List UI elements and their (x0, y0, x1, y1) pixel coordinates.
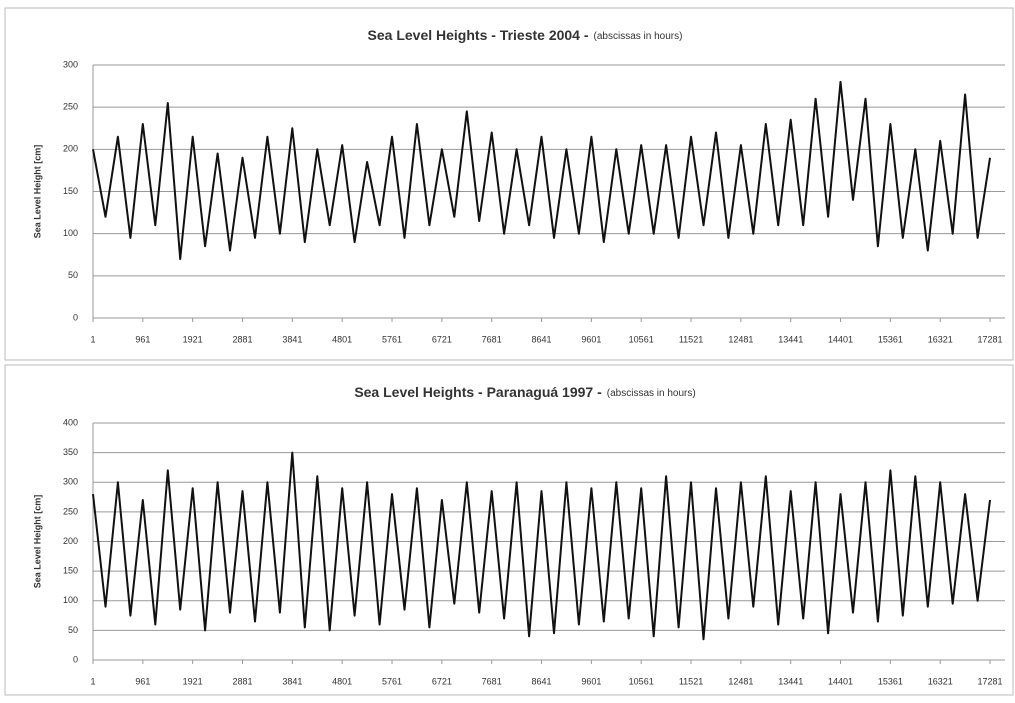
series-line (92, 451, 991, 641)
subtitle-text: (abscissas in hours) (594, 31, 683, 42)
y-tick-label: 300 (63, 477, 78, 487)
x-tick-label: 12481 (728, 676, 753, 686)
y-tick-label: 400 (63, 417, 78, 427)
x-tick-label: 10561 (629, 676, 654, 686)
x-tick-label: 12481 (728, 334, 753, 344)
y-tick-label: 200 (63, 144, 78, 154)
x-tick-label: 8641 (532, 676, 552, 686)
y-tick-label: 200 (63, 536, 78, 546)
title-text: Sea Level Heights - Trieste 2004 - (368, 27, 589, 43)
x-tick-label: 15361 (878, 334, 903, 344)
x-tick-label: 3841 (282, 334, 302, 344)
series-line (92, 80, 991, 260)
y-axis-label: Sea Level Height [cm] (32, 495, 42, 589)
x-tick-label: 1 (90, 676, 95, 686)
y-tick-label: 0 (73, 654, 78, 664)
x-tick-label: 14401 (828, 676, 853, 686)
x-tick-label: 9601 (581, 676, 601, 686)
x-tick-label: 9601 (581, 334, 601, 344)
x-tick-label: 11521 (679, 676, 703, 686)
x-tick-label: 7681 (482, 334, 502, 344)
x-tick-label: 15361 (878, 676, 903, 686)
y-tick-label: 250 (63, 506, 78, 516)
x-tick-label: 6721 (432, 334, 452, 344)
title-text: Sea Level Heights - Paranaguá 1997 - (354, 384, 602, 400)
y-axis-label: Sea Level Height [cm] (32, 145, 42, 239)
y-tick-label: 100 (63, 595, 78, 605)
chart-title: Sea Level Heights - Trieste 2004 - (absci… (368, 27, 683, 43)
x-tick-label: 14401 (828, 334, 853, 344)
y-tick-label: 150 (63, 186, 78, 196)
x-tick-label: 5761 (382, 334, 402, 344)
x-tick-label: 2881 (232, 334, 252, 344)
x-tick-label: 10561 (629, 334, 654, 344)
x-tick-label: 7681 (482, 676, 502, 686)
panel-frame (4, 7, 1014, 361)
x-tick-label: 13441 (778, 334, 803, 344)
x-tick-label: 4801 (332, 676, 352, 686)
x-tick-label: 3841 (282, 676, 302, 686)
x-tick-label: 961 (135, 676, 150, 686)
y-tick-label: 0 (73, 312, 78, 322)
x-tick-label: 961 (135, 334, 150, 344)
y-tick-label: 50 (68, 270, 78, 280)
chart-title: Sea Level Heights - Paranaguá 1997 - (abs… (354, 384, 695, 400)
x-tick-label: 13441 (778, 676, 803, 686)
y-tick-label: 300 (63, 59, 78, 69)
y-tick-label: 250 (63, 102, 78, 112)
y-tick-label: 350 (63, 447, 78, 457)
x-tick-label: 16321 (928, 334, 953, 344)
y-tick-label: 100 (63, 228, 78, 238)
x-tick-label: 6721 (432, 676, 452, 686)
x-tick-label: 1 (90, 334, 95, 344)
x-tick-label: 1921 (183, 334, 203, 344)
x-tick-label: 2881 (232, 676, 252, 686)
subtitle-text: (abscissas in hours) (607, 388, 696, 399)
x-tick-label: 11521 (679, 334, 703, 344)
x-tick-label: 17281 (978, 676, 1003, 686)
x-tick-label: 1921 (183, 676, 203, 686)
x-tick-label: 8641 (532, 334, 552, 344)
x-tick-label: 5761 (382, 676, 402, 686)
x-tick-label: 16321 (928, 676, 953, 686)
y-tick-label: 150 (63, 566, 78, 576)
x-tick-label: 4801 (332, 334, 352, 344)
x-tick-label: 17281 (978, 334, 1003, 344)
y-tick-label: 50 (68, 625, 78, 635)
